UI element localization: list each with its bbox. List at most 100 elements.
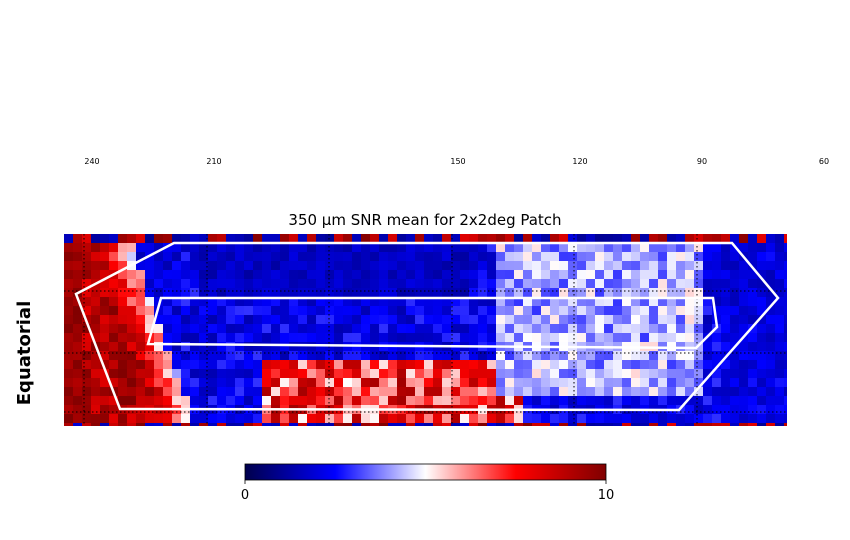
heatmap-cell [406,279,416,289]
heatmap-cell [397,351,407,361]
heatmap-cell [361,396,371,406]
heatmap-cell [370,423,380,426]
heatmap-cell [730,387,740,397]
heatmap-cell [640,261,650,271]
heatmap-cell [730,315,740,325]
heatmap-cell [226,297,236,307]
heatmap-cell [280,315,290,325]
heatmap-cell [595,261,605,271]
heatmap-cell [595,315,605,325]
heatmap-cell [577,333,587,343]
heatmap-cell [154,414,164,424]
heatmap-cell [190,396,200,406]
heatmap-cell [343,333,353,343]
heatmap-cell [253,414,263,424]
heatmap-cell [172,351,182,361]
heatmap-cell [577,378,587,388]
heatmap-cell [289,378,299,388]
heatmap-cell [316,351,326,361]
heatmap-cell [595,423,605,426]
heatmap-cell [397,243,407,253]
heatmap-cell [523,261,533,271]
heatmap-cell [703,396,713,406]
heatmap-cell [388,315,398,325]
heatmap-cell [208,342,218,352]
heatmap-cell [514,360,524,370]
heatmap-cell [172,378,182,388]
heatmap-cell [631,324,641,334]
heatmap-cell [685,261,695,271]
heatmap-cell [469,252,479,262]
heatmap-cell [397,252,407,262]
heatmap-cell [235,324,245,334]
heatmap-cell [190,333,200,343]
heatmap-cell [226,387,236,397]
heatmap-cell [685,234,695,244]
heatmap-cell [775,243,785,253]
heatmap-cell [217,396,227,406]
heatmap-cell [325,297,335,307]
heatmap-cell [379,288,389,298]
heatmap-cell [496,324,506,334]
heatmap-cell [397,414,407,424]
heatmap-cell [109,405,119,415]
heatmap-cell [226,360,236,370]
heatmap-cell [118,396,128,406]
heatmap-cell [424,252,434,262]
heatmap-cell [487,324,497,334]
heatmap-cell [271,387,281,397]
heatmap-cell [550,369,560,379]
heatmap-cell [748,360,758,370]
heatmap-cell [469,369,479,379]
heatmap-cell [73,243,83,253]
heatmap-cell [253,360,263,370]
heatmap-cell [694,423,704,426]
heatmap-cell [496,279,506,289]
heatmap-cell [253,396,263,406]
colorbar-max-label: 10 [598,488,615,503]
heatmap-cell [136,360,146,370]
heatmap-cell [496,333,506,343]
heatmap-cell [424,324,434,334]
heatmap-cell [226,423,236,426]
heatmap-cell [604,279,614,289]
heatmap-cell [739,342,749,352]
heatmap-cell [784,351,787,361]
heatmap-cell [64,378,74,388]
heatmap-cell [118,333,128,343]
heatmap-cell [181,351,191,361]
heatmap-cell [298,315,308,325]
heatmap-cell [694,414,704,424]
heatmap-cell [397,369,407,379]
heatmap-cell [190,369,200,379]
heatmap-cell [496,351,506,361]
heatmap-cell [739,234,749,244]
heatmap-cell [217,297,227,307]
heatmap-cell [172,261,182,271]
heatmap-cell [784,234,787,244]
heatmap-cell [676,360,686,370]
heatmap-cell [586,333,596,343]
heatmap-cell [757,252,767,262]
heatmap-cell [361,270,371,280]
heatmap-cell [658,306,668,316]
heatmap-cell [244,423,254,426]
heatmap-cell [433,387,443,397]
heatmap-cell [775,288,785,298]
heatmap-cell [451,378,461,388]
heatmap-cell [307,270,317,280]
heatmap-cell [163,297,173,307]
heatmap-cell [703,252,713,262]
heatmap-cell [73,423,83,426]
heatmap-cell [163,342,173,352]
heatmap-cell [334,315,344,325]
heatmap-cell [613,414,623,424]
heatmap-cell [370,297,380,307]
heatmap-cell [631,234,641,244]
heatmap-cell [649,396,659,406]
heatmap-cell [298,297,308,307]
heatmap-cell [208,396,218,406]
heatmap-cell [109,414,119,424]
heatmap-cell [289,234,299,244]
heatmap-cell [424,360,434,370]
